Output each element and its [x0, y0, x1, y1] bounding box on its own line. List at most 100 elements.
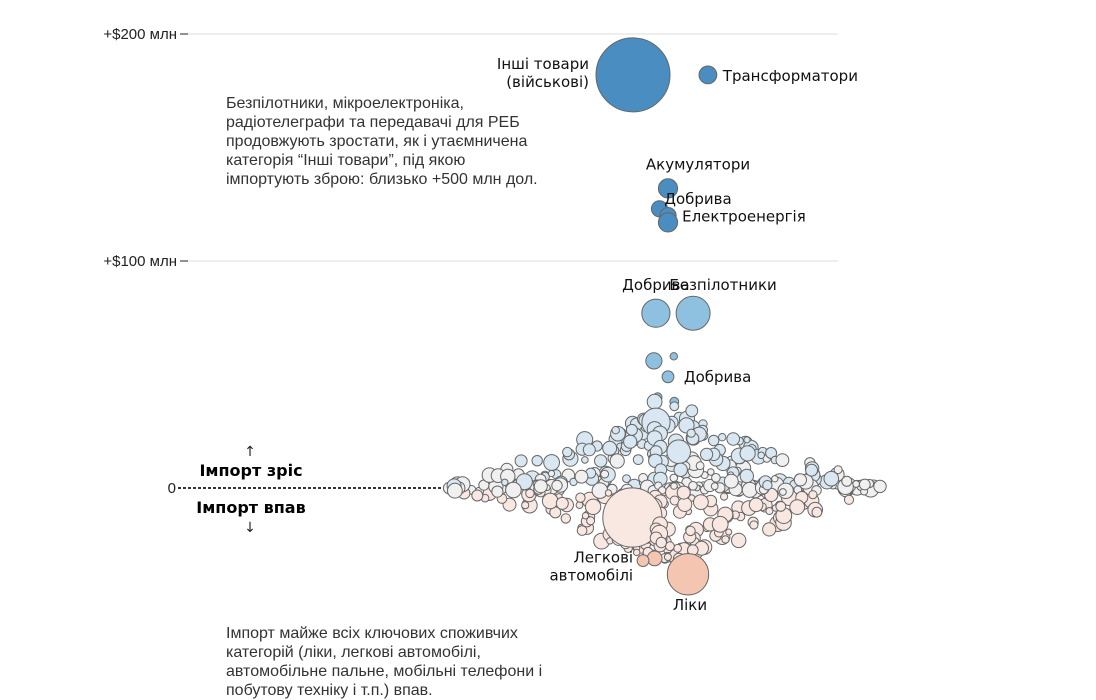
bubble-label: Безпілотники — [669, 276, 776, 294]
bubble — [707, 468, 715, 476]
bubble — [805, 463, 818, 477]
bubble — [514, 454, 528, 468]
bubble-label: Легкові — [573, 549, 633, 567]
bubble — [584, 498, 602, 515]
bubble — [708, 434, 720, 447]
y-tick-label: 0 — [168, 480, 176, 497]
gridlines — [182, 33, 838, 262]
bubble-cloud — [442, 410, 887, 566]
bubble — [688, 481, 698, 491]
bubble — [711, 473, 721, 483]
bubble — [560, 513, 571, 524]
bubble — [533, 479, 548, 494]
bubble-label: Трансформатори — [722, 67, 858, 85]
bubble — [501, 478, 509, 486]
bubble — [833, 465, 843, 475]
bubble — [762, 480, 773, 491]
bubble — [623, 434, 638, 449]
bubble — [574, 469, 589, 484]
bubble — [741, 481, 758, 498]
bubble — [673, 543, 682, 553]
bubble — [793, 473, 808, 487]
bubble — [757, 451, 766, 460]
bubble — [586, 516, 596, 526]
bubble-label: Добрива — [622, 276, 689, 294]
bubble — [748, 497, 764, 513]
labeled-bubble — [657, 212, 679, 233]
bubble — [521, 501, 530, 510]
bubble — [710, 482, 719, 491]
bubble — [743, 436, 751, 444]
y-tick-label: +$200 млн — [103, 26, 177, 43]
bubble — [720, 492, 729, 501]
bubble — [562, 446, 573, 458]
annotation-top: Безпілотники, мікроелектроніка, радіотел… — [226, 95, 538, 188]
bubble — [789, 499, 806, 516]
bubble — [749, 520, 759, 530]
bubble — [775, 453, 790, 468]
bubble — [731, 532, 747, 549]
import-down-label: Імпорт впав — [196, 498, 305, 517]
bubble — [721, 535, 730, 544]
labeled-bubble — [657, 178, 679, 199]
bubble — [447, 482, 463, 499]
bubble — [711, 515, 729, 533]
annotation-bottom: Імпорт майже всіх ключових споживчих кат… — [226, 625, 543, 699]
bubble — [594, 454, 608, 468]
bubble — [645, 352, 663, 370]
bubble — [693, 494, 709, 511]
bubble — [670, 482, 678, 490]
bubble — [723, 473, 739, 489]
bubble — [695, 461, 705, 471]
bubble — [602, 440, 618, 456]
bubble — [581, 512, 590, 520]
bubble — [739, 468, 754, 484]
bubble — [823, 470, 840, 487]
bubble — [779, 488, 787, 496]
bubble — [525, 488, 535, 499]
bubble — [811, 506, 823, 518]
bubble — [581, 456, 589, 464]
bubble — [873, 479, 887, 494]
bubble — [666, 439, 692, 465]
labeled-bubble — [666, 553, 710, 596]
bubble — [669, 401, 680, 412]
bubble — [633, 548, 641, 557]
bubble — [632, 454, 644, 466]
bubble — [625, 423, 638, 436]
bubble — [676, 485, 691, 500]
bubble — [576, 525, 588, 536]
bubble — [685, 525, 696, 537]
bubble — [677, 497, 693, 512]
labeled-bubble — [636, 554, 650, 567]
bubble-label: Акумулятори — [646, 156, 750, 174]
bubble — [669, 352, 678, 361]
bubble — [505, 481, 522, 499]
bubble-label: (військові) — [506, 73, 589, 91]
down-arrow: ↓ — [244, 520, 256, 536]
bubble — [575, 492, 586, 503]
bubble-label: Добрива — [684, 368, 751, 386]
bubble — [725, 528, 733, 536]
bubble — [541, 492, 559, 510]
bubble — [471, 489, 484, 502]
labeled-bubble — [641, 298, 671, 328]
bubble — [700, 447, 714, 461]
bubble — [531, 455, 543, 467]
bubble — [771, 475, 779, 483]
bubble — [663, 553, 672, 561]
bubble — [491, 485, 504, 498]
labeled-bubble — [698, 65, 718, 85]
bubble-label: Електроенергія — [682, 208, 806, 226]
bubble — [841, 475, 853, 487]
labeled-bubble — [661, 370, 675, 384]
bubble — [547, 469, 556, 478]
bubble — [582, 443, 596, 457]
bubble-label: Інші товари — [497, 55, 589, 73]
bubble — [622, 474, 631, 484]
import-up-label: Імпорт зріс — [199, 461, 302, 480]
labeled-bubble — [675, 295, 711, 331]
bubble — [609, 453, 625, 469]
bubble — [762, 522, 777, 537]
bubble — [765, 507, 774, 515]
